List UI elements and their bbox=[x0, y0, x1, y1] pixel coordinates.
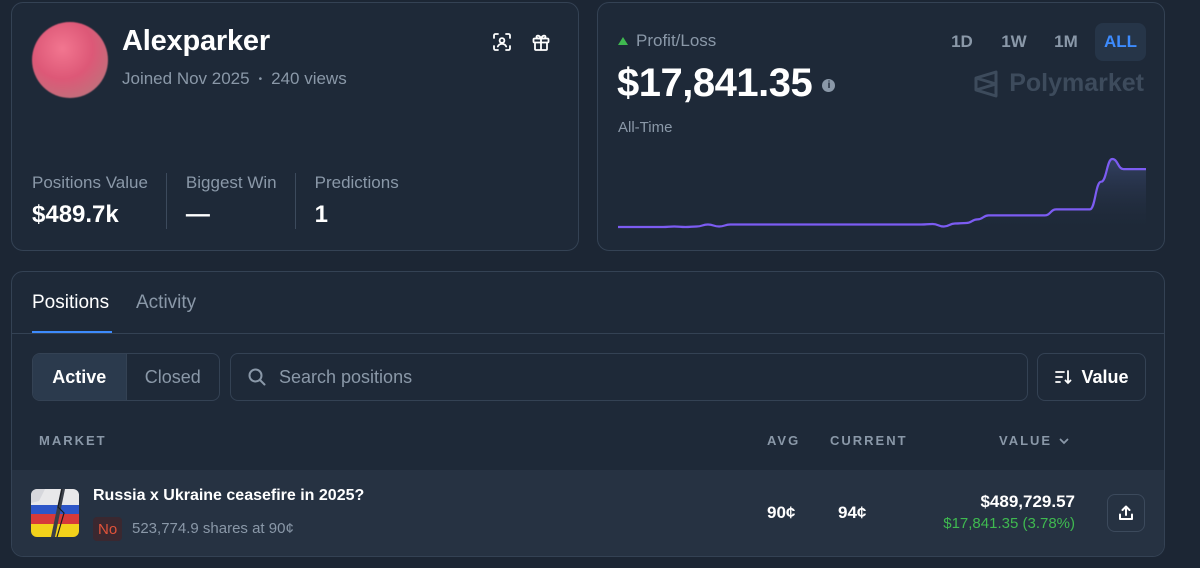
market-title[interactable]: Russia x Ukraine ceasefire in 2025? bbox=[93, 487, 365, 504]
column-avg: AVG bbox=[767, 433, 801, 448]
pnl-header: Profit/Loss bbox=[618, 31, 716, 51]
search-input[interactable] bbox=[279, 366, 979, 388]
gift-icon[interactable] bbox=[529, 30, 553, 54]
stat-label: Biggest Win bbox=[185, 173, 277, 192]
sort-icon bbox=[1055, 370, 1072, 385]
outcome-badge: No bbox=[93, 517, 123, 541]
share-button[interactable] bbox=[1107, 494, 1145, 532]
joined-date: Joined Nov 2025 bbox=[122, 69, 250, 88]
tab-activity[interactable]: Activity bbox=[136, 292, 197, 313]
profile-stats: Positions Value $489.7k Biggest Win — Pr… bbox=[32, 173, 417, 229]
username: Alexparker bbox=[122, 25, 270, 57]
stat-predictions: Predictions 1 bbox=[294, 173, 417, 229]
position-value: $489,729.57 bbox=[980, 492, 1075, 511]
pnl-amount: $17,841.35 bbox=[617, 61, 813, 105]
search-icon bbox=[248, 368, 266, 386]
table-row[interactable]: Russia x Ukraine ceasefire in 2025? No 5… bbox=[12, 470, 1164, 556]
tab-positions[interactable]: Positions bbox=[32, 292, 110, 313]
range-selector: 1D 1W 1M ALL bbox=[939, 23, 1146, 61]
column-market: MARKET bbox=[39, 433, 107, 448]
filter-active-button[interactable]: Active bbox=[33, 354, 127, 400]
flag-image bbox=[31, 489, 79, 537]
positions-card: Positions Activity Active Closed Value M… bbox=[11, 271, 1165, 557]
pnl-line bbox=[618, 157, 1146, 229]
stat-positions-value: Positions Value $489.7k bbox=[32, 173, 166, 229]
pnl-title: Profit/Loss bbox=[636, 31, 717, 50]
pnl-value: $17,841.35 i bbox=[617, 61, 836, 106]
brand-name: Polymarket bbox=[1009, 69, 1144, 97]
stat-value: $489.7k bbox=[32, 201, 119, 228]
range-1w[interactable]: 1W bbox=[1001, 32, 1027, 51]
market-thumbnail bbox=[31, 489, 79, 537]
status-filter: Active Closed bbox=[32, 353, 220, 401]
stat-value: 1 bbox=[314, 201, 328, 228]
avatar bbox=[32, 22, 108, 98]
column-value-sort[interactable]: VALUE bbox=[999, 433, 1070, 448]
pnl-area bbox=[618, 159, 1146, 233]
search-box bbox=[230, 353, 1028, 401]
stat-label: Positions Value bbox=[32, 173, 148, 192]
polymarket-logo: Polymarket bbox=[973, 69, 1144, 98]
info-icon[interactable]: i bbox=[822, 79, 836, 92]
stat-value: — bbox=[185, 201, 210, 228]
current-price: 94¢ bbox=[838, 503, 867, 522]
filter-closed-button[interactable]: Closed bbox=[144, 366, 201, 387]
polymarket-icon bbox=[974, 70, 998, 97]
share-icon bbox=[1119, 505, 1133, 520]
stat-label: Predictions bbox=[314, 173, 399, 192]
position-pnl: $17,841.35 (3.78%) bbox=[943, 515, 1075, 532]
range-1m[interactable]: 1M bbox=[1054, 32, 1078, 51]
pnl-chart bbox=[618, 157, 1146, 233]
range-all[interactable]: ALL bbox=[1094, 23, 1146, 61]
scan-icon[interactable] bbox=[490, 30, 514, 54]
column-current: CURRENT bbox=[830, 433, 908, 448]
profile-meta: Joined Nov 2025 • 240 views bbox=[122, 69, 347, 89]
pnl-card: Profit/Loss 1D 1W 1M ALL $17,841.35 i Al… bbox=[597, 2, 1165, 251]
stat-biggest-win: Biggest Win — bbox=[165, 173, 295, 229]
sort-button[interactable]: Value bbox=[1037, 353, 1146, 401]
sort-label: Value bbox=[1081, 366, 1129, 387]
avg-price: 90¢ bbox=[767, 503, 796, 522]
range-1d[interactable]: 1D bbox=[951, 32, 973, 51]
views-count: 240 views bbox=[271, 69, 347, 88]
column-value: VALUE bbox=[999, 433, 1053, 448]
shares-info: 523,774.9 shares at 90¢ bbox=[132, 520, 294, 537]
meta-separator: • bbox=[258, 73, 263, 85]
pnl-period: All-Time bbox=[618, 119, 673, 136]
chevron-down-icon bbox=[1059, 438, 1069, 444]
active-tab-indicator bbox=[32, 331, 112, 333]
trend-up-icon bbox=[618, 37, 628, 45]
profile-card: Alexparker Joined Nov 2025 • 240 views P… bbox=[11, 2, 579, 251]
tab-bar: Positions Activity bbox=[12, 272, 1164, 334]
